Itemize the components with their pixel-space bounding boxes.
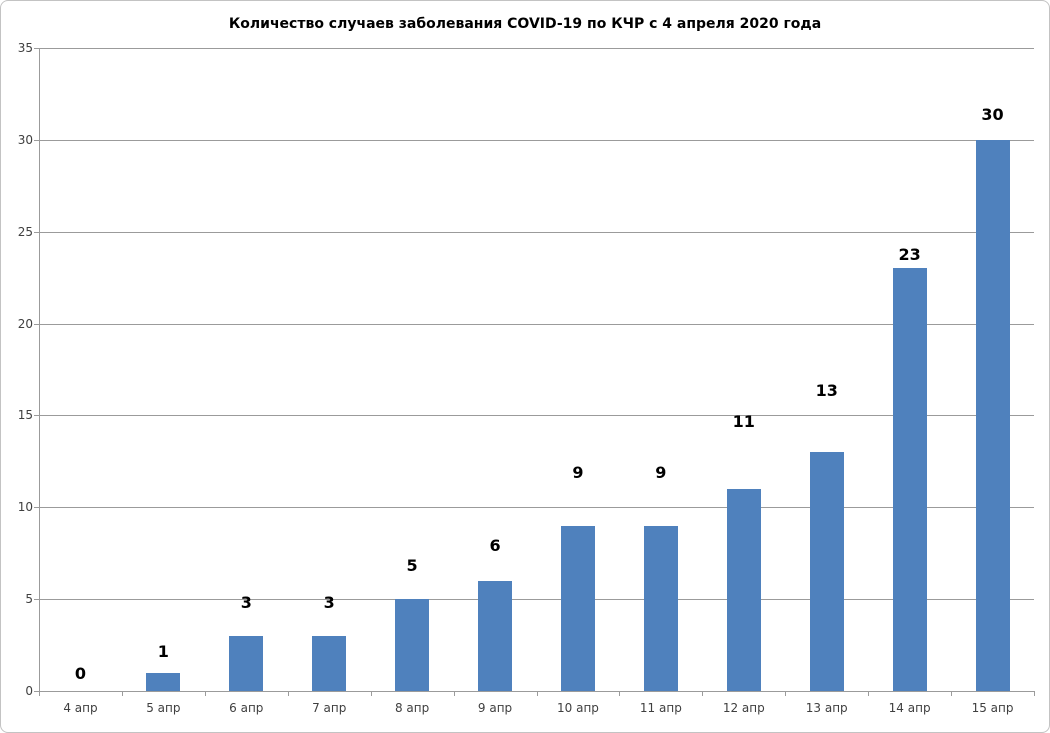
bar-value-label: 13 (815, 381, 838, 401)
x-tick-label: 10 апр (557, 701, 599, 715)
x-axis-tick (536, 691, 538, 696)
y-axis-tick (34, 139, 39, 141)
x-tick-label: 13 апр (805, 701, 848, 715)
gridline (39, 599, 1034, 601)
x-axis-tick (121, 691, 123, 696)
bar-value-label: 23 (898, 245, 921, 265)
y-tick-label: 20 (17, 316, 33, 331)
x-tick-label: 9 апр (477, 701, 513, 715)
y-tick-label: 5 (25, 592, 33, 607)
bar (726, 488, 761, 691)
y-tick-label: 15 (17, 408, 33, 423)
x-axis-tick (204, 691, 206, 696)
x-tick-label: 15 апр (971, 701, 1014, 715)
gridline (39, 415, 1034, 417)
gridline (39, 507, 1034, 509)
bar-value-label: 3 (240, 592, 252, 612)
x-axis-tick (1034, 691, 1035, 696)
x-tick-label: 5 апр (146, 701, 181, 715)
y-axis-tick (34, 48, 39, 49)
plot-area (39, 48, 1034, 691)
y-axis-tick (34, 507, 39, 509)
x-axis-tick (619, 691, 621, 696)
bar (560, 525, 595, 691)
chart-title: Количество случаев заболевания COVID-19 … (228, 16, 822, 32)
y-axis-tick (34, 231, 39, 233)
x-tick-label: 4 апр (63, 701, 98, 715)
y-axis-tick (34, 691, 39, 692)
gridline (39, 231, 1034, 233)
bar (229, 635, 264, 691)
y-axis-tick (34, 415, 39, 417)
y-tick-label: 35 (17, 41, 33, 55)
x-tick-label: 14 апр (888, 701, 931, 715)
x-axis-tick (785, 691, 787, 696)
x-axis-tick (868, 691, 870, 696)
bar-value-label: 9 (655, 462, 667, 482)
x-tick-label: 8 апр (394, 701, 430, 715)
y-axis-tick (34, 599, 39, 601)
x-tick-label: 12 апр (722, 701, 765, 715)
y-tick-label: 10 (17, 500, 33, 515)
y-tick-label: 25 (17, 224, 33, 239)
y-tick-label: 30 (17, 132, 33, 147)
bar (892, 268, 927, 691)
x-axis-tick (370, 691, 372, 696)
x-axis-tick (951, 691, 953, 696)
y-tick-label: 0 (25, 684, 33, 698)
bar (809, 452, 844, 691)
x-axis-tick (702, 691, 704, 696)
bar-value-label: 0 (74, 664, 87, 683)
bar (312, 635, 347, 691)
bar-value-label: 30 (981, 104, 1004, 124)
bar-value-label: 11 (732, 411, 755, 431)
bar (395, 599, 430, 691)
bar (146, 672, 181, 691)
x-tick-label: 7 апр (312, 701, 347, 715)
gridline (39, 139, 1034, 141)
x-axis-tick (453, 691, 455, 696)
x-axis-tick (287, 691, 289, 696)
bar-value-label: 9 (572, 462, 584, 482)
bar-value-label: 3 (323, 592, 335, 612)
gridline (39, 48, 1034, 49)
y-axis-tick (34, 323, 39, 325)
bar-value-label: 5 (406, 556, 418, 576)
y-axis-line (39, 48, 40, 692)
gridline (39, 323, 1034, 325)
bar (643, 525, 678, 691)
x-tick-label: 6 апр (229, 701, 264, 715)
bar (478, 580, 513, 691)
x-tick-label: 11 апр (639, 701, 682, 715)
bar-value-label: 1 (157, 641, 169, 661)
x-axis-tick (39, 691, 40, 696)
bar-value-label: 6 (489, 535, 501, 555)
bar (975, 139, 1010, 691)
